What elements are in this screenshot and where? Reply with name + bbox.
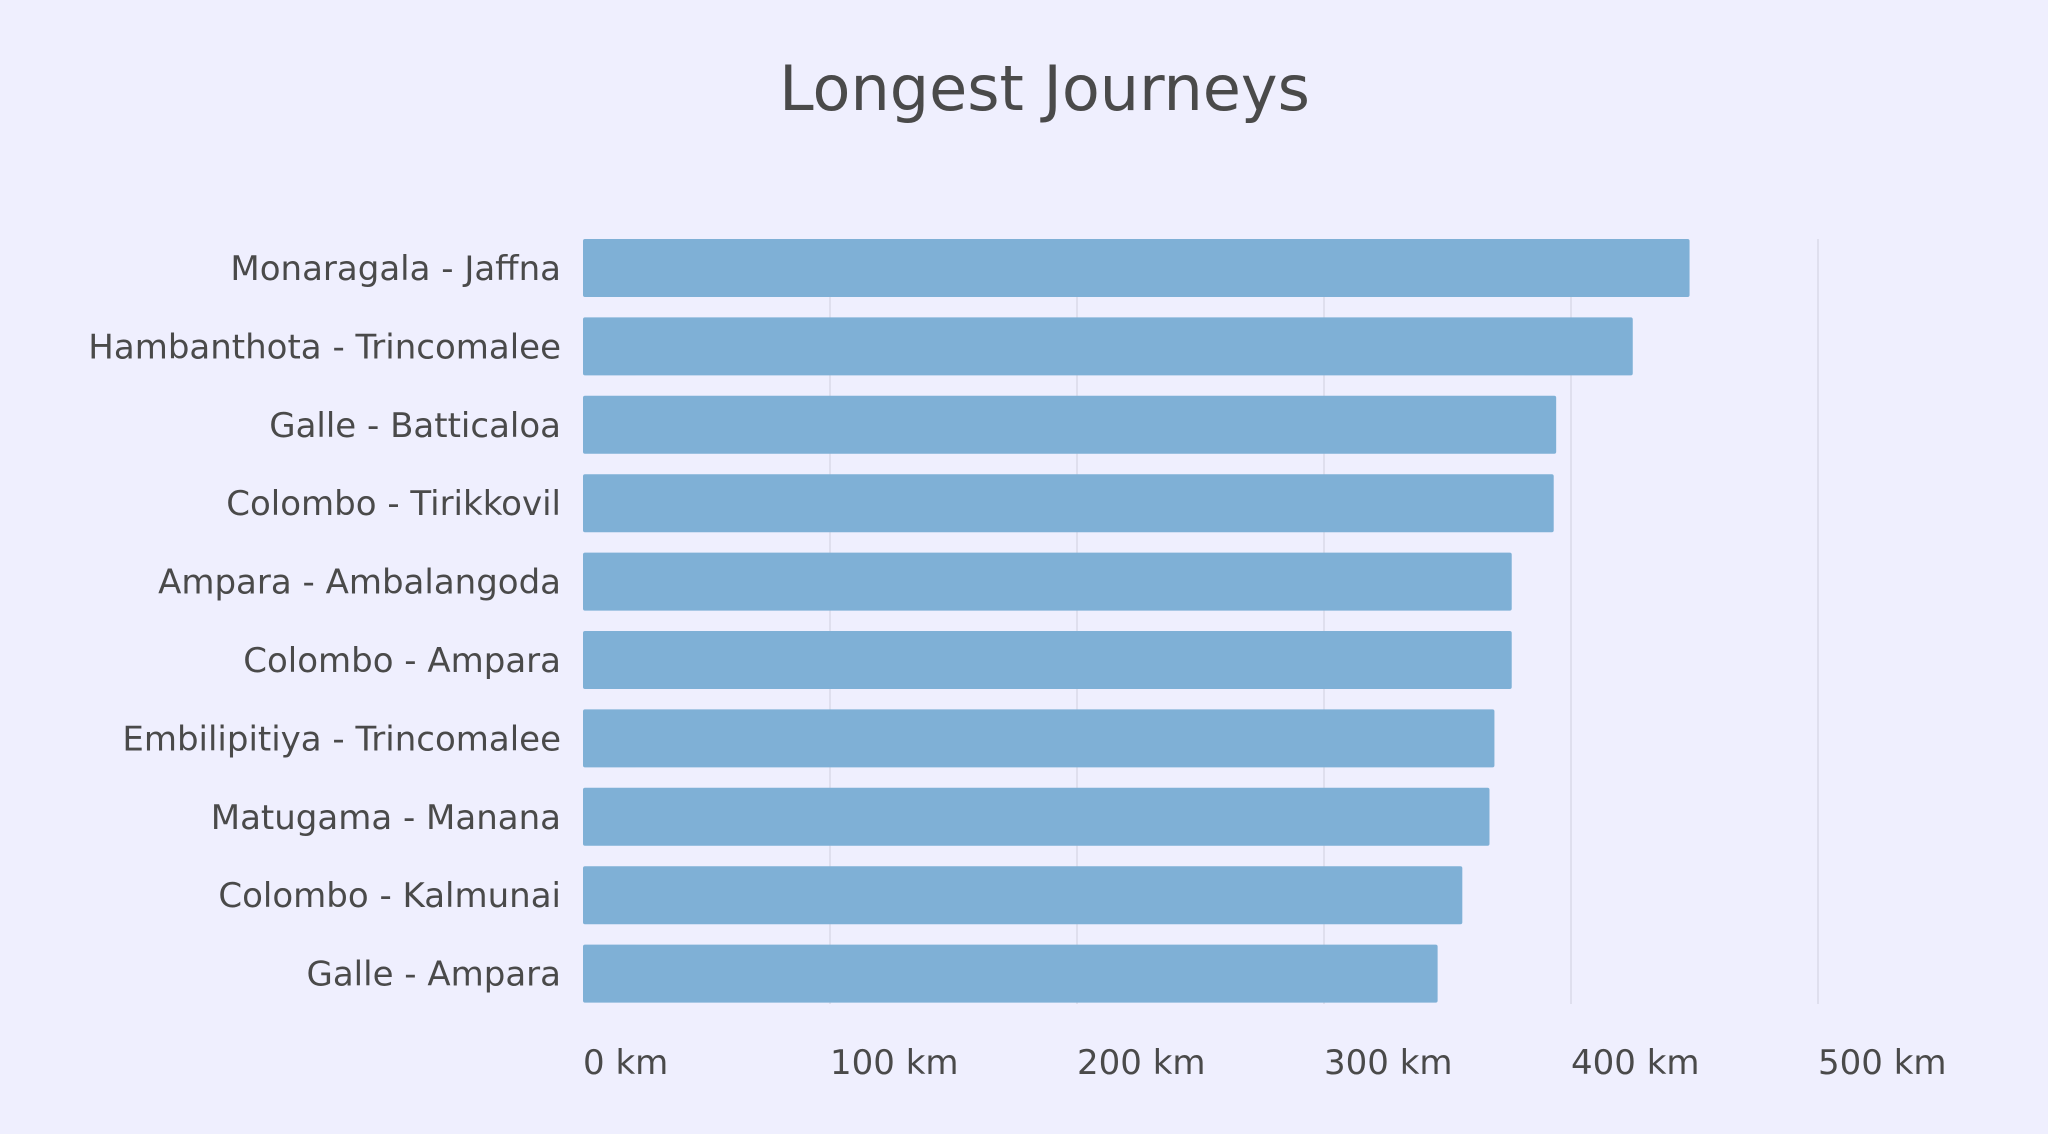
x-tick-label: 500 km	[1818, 1043, 1947, 1083]
x-tick-label: 300 km	[1324, 1043, 1453, 1083]
bar[interactable]	[583, 474, 1554, 533]
bar[interactable]	[583, 866, 1463, 925]
category-label: Matugama - Manana	[211, 798, 561, 838]
bar[interactable]	[583, 944, 1438, 1003]
bar[interactable]	[583, 317, 1633, 376]
bar[interactable]	[583, 787, 1490, 846]
bars	[583, 239, 1690, 1003]
category-labels: Monaragala - Jaffna Hambanthota - Trincom…	[88, 249, 561, 995]
bar[interactable]	[583, 395, 1557, 454]
category-label: Ampara - Ambalangoda	[158, 563, 561, 603]
chart-title: Longest Journeys	[779, 52, 1310, 125]
x-tick-label: 400 km	[1571, 1043, 1700, 1083]
category-label: Hambanthota - Trincomalee	[88, 327, 561, 367]
bar[interactable]	[583, 239, 1690, 297]
x-tick-label: 0 km	[583, 1043, 668, 1083]
x-tick-label: 200 km	[1077, 1043, 1206, 1083]
bar[interactable]	[583, 552, 1512, 611]
category-label: Colombo - Tirikkovil	[226, 484, 561, 524]
category-label: Galle - Ampara	[307, 955, 562, 995]
category-label: Embilipitiya - Trincomalee	[122, 719, 561, 759]
x-axis-tick-labels: 0 km 100 km 200 km 300 km 400 km 500 km	[583, 1043, 1947, 1083]
category-label: Colombo - Ampara	[243, 641, 561, 681]
bar[interactable]	[583, 631, 1512, 689]
category-label: Galle - Batticaloa	[269, 406, 561, 446]
bar[interactable]	[583, 709, 1495, 768]
x-tick-label: 100 km	[830, 1043, 959, 1083]
category-label: Monaragala - Jaffna	[230, 249, 561, 289]
category-label: Colombo - Kalmunai	[218, 876, 561, 916]
